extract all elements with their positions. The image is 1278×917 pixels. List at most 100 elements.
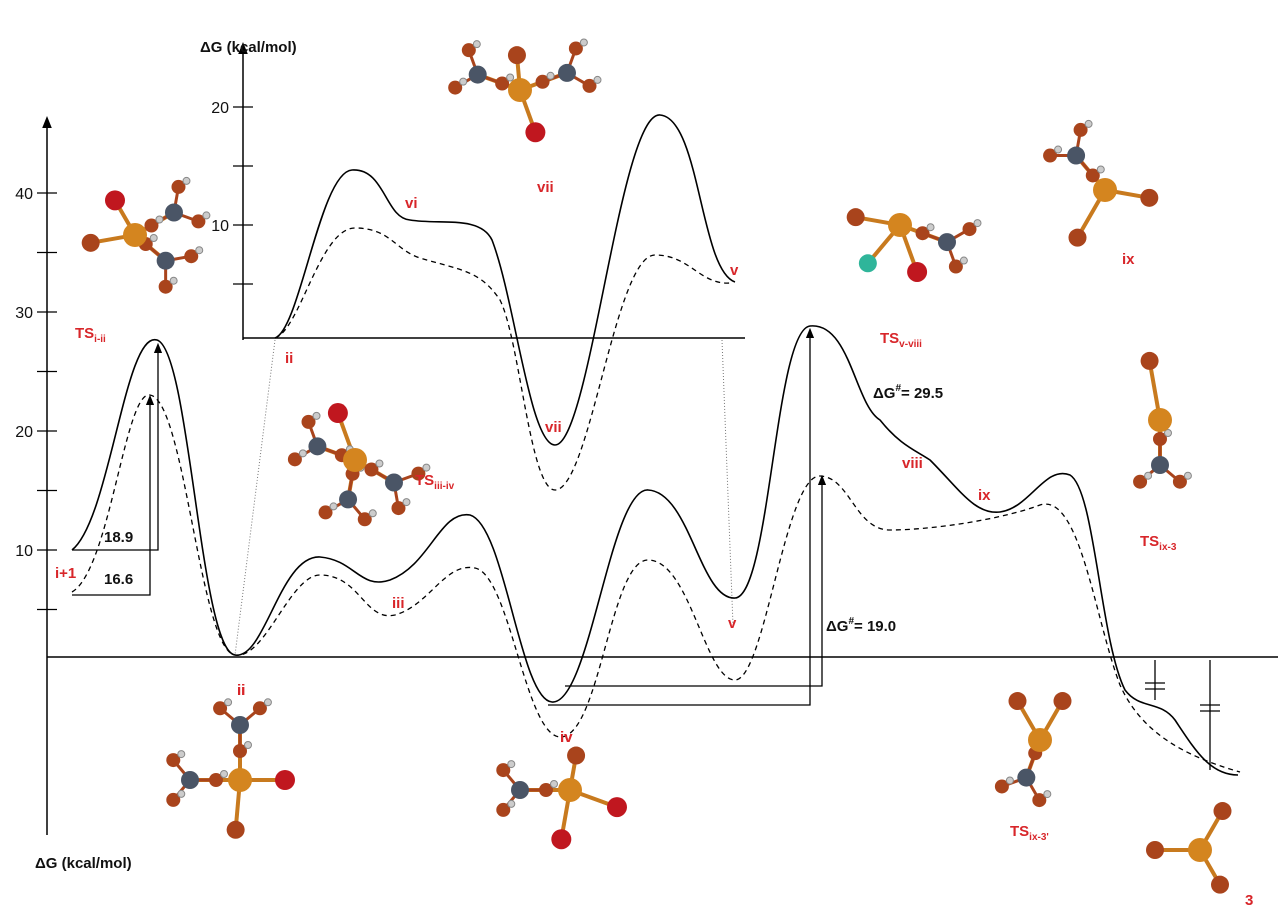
atom [1055, 146, 1062, 153]
atom [1006, 777, 1013, 784]
atom [245, 742, 252, 749]
atom [1093, 178, 1117, 202]
atom [1184, 472, 1191, 479]
atom [1145, 472, 1152, 479]
main-axis-label: ΔG (kcal/mol) [35, 855, 132, 872]
inset-solid-profile [275, 115, 735, 445]
ts-label: TSi-ii [75, 325, 106, 345]
atom [275, 770, 295, 790]
state-label: ii [237, 682, 245, 699]
atom [567, 747, 585, 765]
atom [508, 78, 532, 102]
state-label: iv [560, 729, 573, 746]
atom [264, 699, 271, 706]
atom [473, 41, 480, 48]
state-label: 3 [1245, 892, 1253, 909]
atom [227, 821, 245, 839]
state-label: v [728, 615, 737, 632]
atom [170, 277, 177, 284]
atom [1141, 352, 1159, 370]
atom [403, 499, 410, 506]
atom [165, 204, 183, 222]
atom [299, 450, 306, 457]
atom [150, 234, 157, 241]
atom [508, 800, 515, 807]
atom [547, 72, 554, 79]
ts-label: TSiii-iv [415, 472, 455, 492]
atom [551, 829, 571, 849]
atom [974, 220, 981, 227]
atom [1140, 189, 1158, 207]
atom [511, 781, 529, 799]
atom [339, 490, 357, 508]
atom [178, 751, 185, 758]
atom [328, 403, 348, 423]
molecules [82, 39, 1232, 894]
inset-axis-label: ΔG (kcal/mol) [200, 39, 297, 56]
atom [181, 771, 199, 789]
atom [343, 448, 367, 472]
molecule [847, 208, 981, 282]
barrier-label: 16.6 [104, 571, 133, 588]
molecule [166, 699, 295, 839]
atom [385, 474, 403, 492]
atom [460, 78, 467, 85]
barrier-label: ΔG#= 29.5 [873, 383, 943, 402]
atom [1017, 769, 1035, 787]
state-label: v [730, 262, 739, 279]
tick-label: 10 [211, 218, 229, 235]
atom [1188, 838, 1212, 862]
energy-profile-figure: ΔG (kcal/mol) ΔG (kcal/mol) 18.9 16.6 ΔG… [0, 0, 1278, 912]
connector [722, 340, 733, 625]
atom [525, 122, 545, 142]
molecule [1146, 802, 1232, 894]
atom [960, 257, 967, 264]
tick-label: 10 [15, 543, 33, 560]
ts-label: TSix-3' [1010, 823, 1049, 843]
atom [105, 190, 125, 210]
atom [157, 252, 175, 270]
atom [1054, 692, 1072, 710]
state-label: ix [978, 487, 991, 504]
atom [551, 781, 558, 788]
barrier-label: ΔG#= 19.0 [826, 616, 896, 635]
state-labels: i+1 ii iii iv v viii ix ii vi vii v vii … [55, 179, 1253, 909]
atom [1146, 841, 1164, 859]
atom [1148, 408, 1172, 432]
atom [1085, 120, 1092, 127]
atom [1028, 728, 1052, 752]
atom [423, 464, 430, 471]
atom [330, 503, 337, 510]
atom [1214, 802, 1232, 820]
atom [607, 797, 627, 817]
state-label: i+1 [55, 565, 76, 582]
state-label: ix [1122, 251, 1135, 268]
tick-label: 40 [15, 186, 33, 203]
atom [859, 254, 877, 272]
tick-label: 30 [15, 305, 33, 322]
atom [313, 412, 320, 419]
molecule [448, 39, 601, 142]
atom [156, 216, 163, 223]
page: {"main_axis": {"label": "ΔG (kcal/mol)",… [0, 0, 1278, 917]
atom [221, 771, 228, 778]
atom [1069, 229, 1087, 247]
tick-label: 20 [211, 100, 229, 117]
atom [507, 74, 514, 81]
atom [508, 46, 526, 64]
atom [1097, 166, 1104, 173]
ts-label: TSv-viii [880, 330, 922, 350]
molecule [995, 692, 1072, 807]
atom [558, 778, 582, 802]
state-label: viii [902, 455, 923, 472]
atom [369, 510, 376, 517]
atom [594, 76, 601, 83]
barrier-label: 18.9 [104, 529, 133, 546]
molecule [496, 747, 627, 850]
atom [183, 177, 190, 184]
state-label: vii [545, 419, 562, 436]
state-label: ii [285, 350, 293, 367]
atom [508, 761, 515, 768]
atom [196, 247, 203, 254]
state-label: vii [537, 179, 554, 196]
